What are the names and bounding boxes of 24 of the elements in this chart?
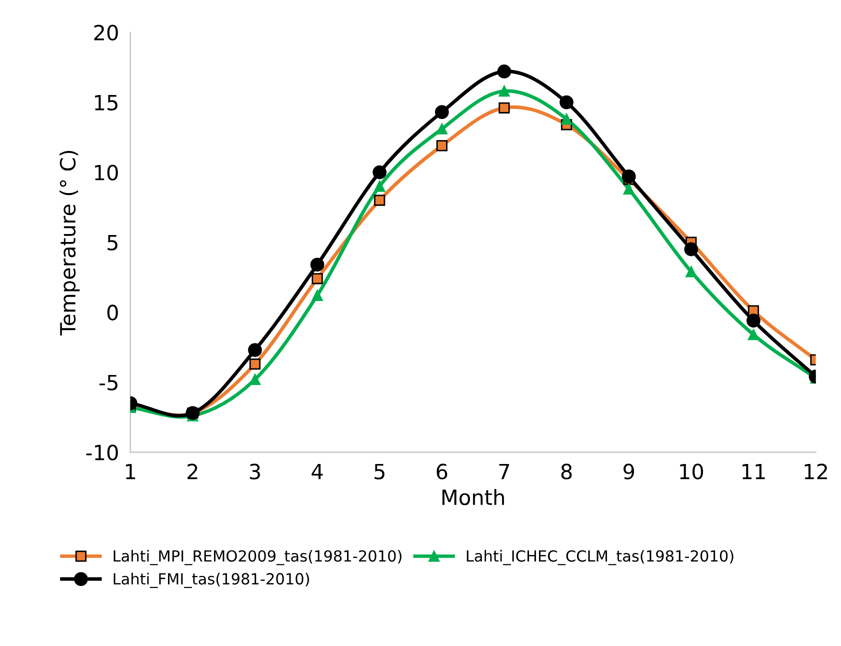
- y-tick-label: 20: [94, 24, 118, 41]
- x-tick-label: 5: [374, 464, 384, 480]
- x-tick-label: 11: [742, 464, 765, 480]
- x-tick-label: 3: [250, 464, 260, 480]
- y-tick-label: 10: [95, 164, 118, 180]
- y-axis-title: Temperature (° C): [60, 150, 80, 336]
- x-tick-label: 8: [561, 464, 572, 480]
- x-tick-label: 9: [624, 464, 634, 480]
- x-tick-label: 12: [804, 464, 827, 480]
- x-tick-label: 7: [499, 464, 510, 480]
- x-tick-label: 6: [436, 464, 448, 480]
- y-tick-label: 15: [95, 95, 118, 110]
- y-tick-label: -10: [86, 444, 118, 460]
- y-tick-label: 5: [108, 234, 118, 250]
- x-tick-label: 10: [680, 464, 704, 480]
- x-tick-label: 4: [312, 464, 323, 480]
- legend-label: Lahti_ICHEC_CCLM_tas(1981-2010): [466, 550, 734, 566]
- legend-label: Lahti_MPI_REMO2009_tas(1981-2010): [114, 550, 402, 566]
- x-tick-label: 1: [126, 464, 136, 480]
- legend-label: Lahti_FMI_tas(1981-2010): [114, 572, 310, 588]
- y-tick-label: -5: [99, 374, 118, 390]
- y-tick-label: 0: [107, 304, 118, 320]
- x-tick-label: 2: [188, 464, 198, 480]
- x-axis-title: Month: [442, 489, 504, 506]
